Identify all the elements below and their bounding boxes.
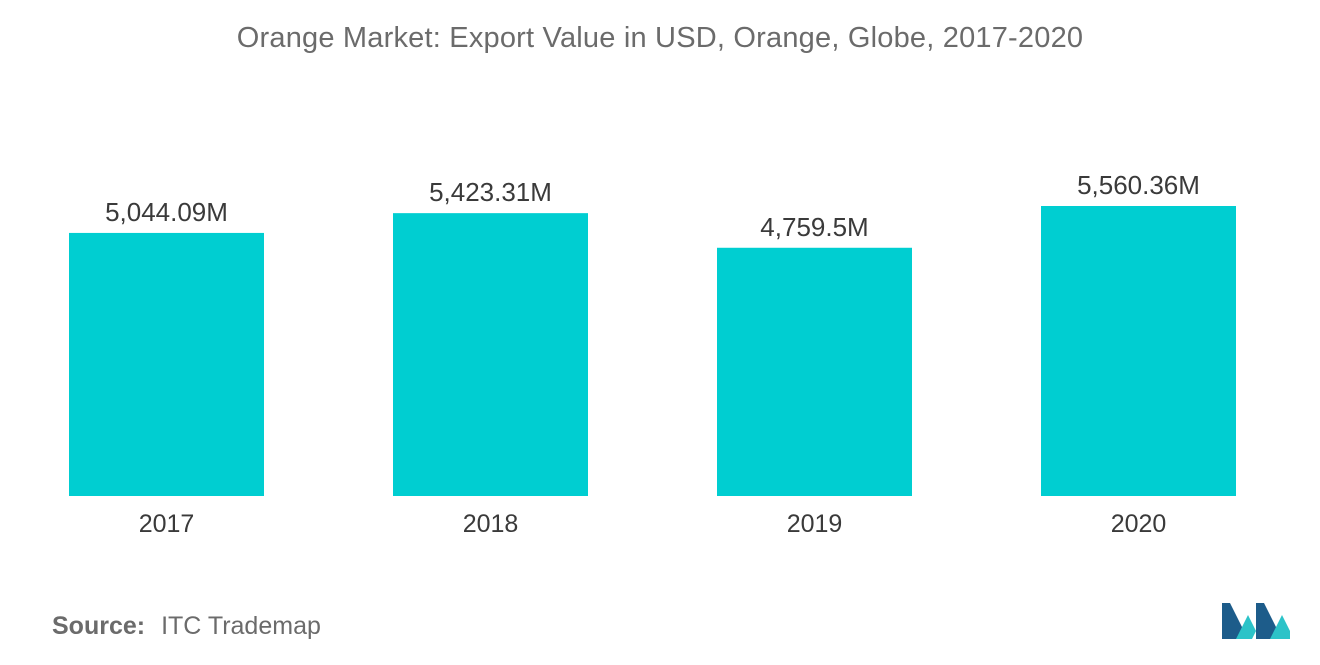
data-label-2020: 5,560.36M xyxy=(1077,170,1200,200)
source-value: ITC Trademap xyxy=(161,612,321,640)
value-labels-group: 5,044.09M 5,423.31M 4,759.5M 5,560.36M xyxy=(105,170,1200,242)
data-label-2019: 4,759.5M xyxy=(760,212,868,242)
bar-2019 xyxy=(717,247,912,496)
bar-2017 xyxy=(69,232,264,496)
data-label-2017: 5,044.09M xyxy=(105,197,228,227)
chart-title: Orange Market: Export Value in USD, Oran… xyxy=(236,22,1084,54)
bar-2020 xyxy=(1041,206,1236,496)
x-tick-label-2020: 2020 xyxy=(1111,510,1167,538)
bar-2018 xyxy=(393,213,588,496)
source-note: Source: ITC Trademap xyxy=(52,612,321,641)
x-tick-label-2017: 2017 xyxy=(139,510,195,538)
source-label: Source: xyxy=(52,612,146,640)
x-tick-label-2019: 2019 xyxy=(787,510,843,538)
x-tick-label-2018: 2018 xyxy=(463,510,519,538)
data-label-2018: 5,423.31M xyxy=(429,177,552,207)
mordor-intelligence-logo-icon xyxy=(1222,603,1290,639)
x-tick-labels-group: 2017 2018 2019 2020 xyxy=(139,510,1167,538)
bar-chart: 5,044.09M 5,423.31M 4,759.5M 5,560.36M 2017… xyxy=(69,170,1236,538)
bars-group xyxy=(69,206,1236,496)
